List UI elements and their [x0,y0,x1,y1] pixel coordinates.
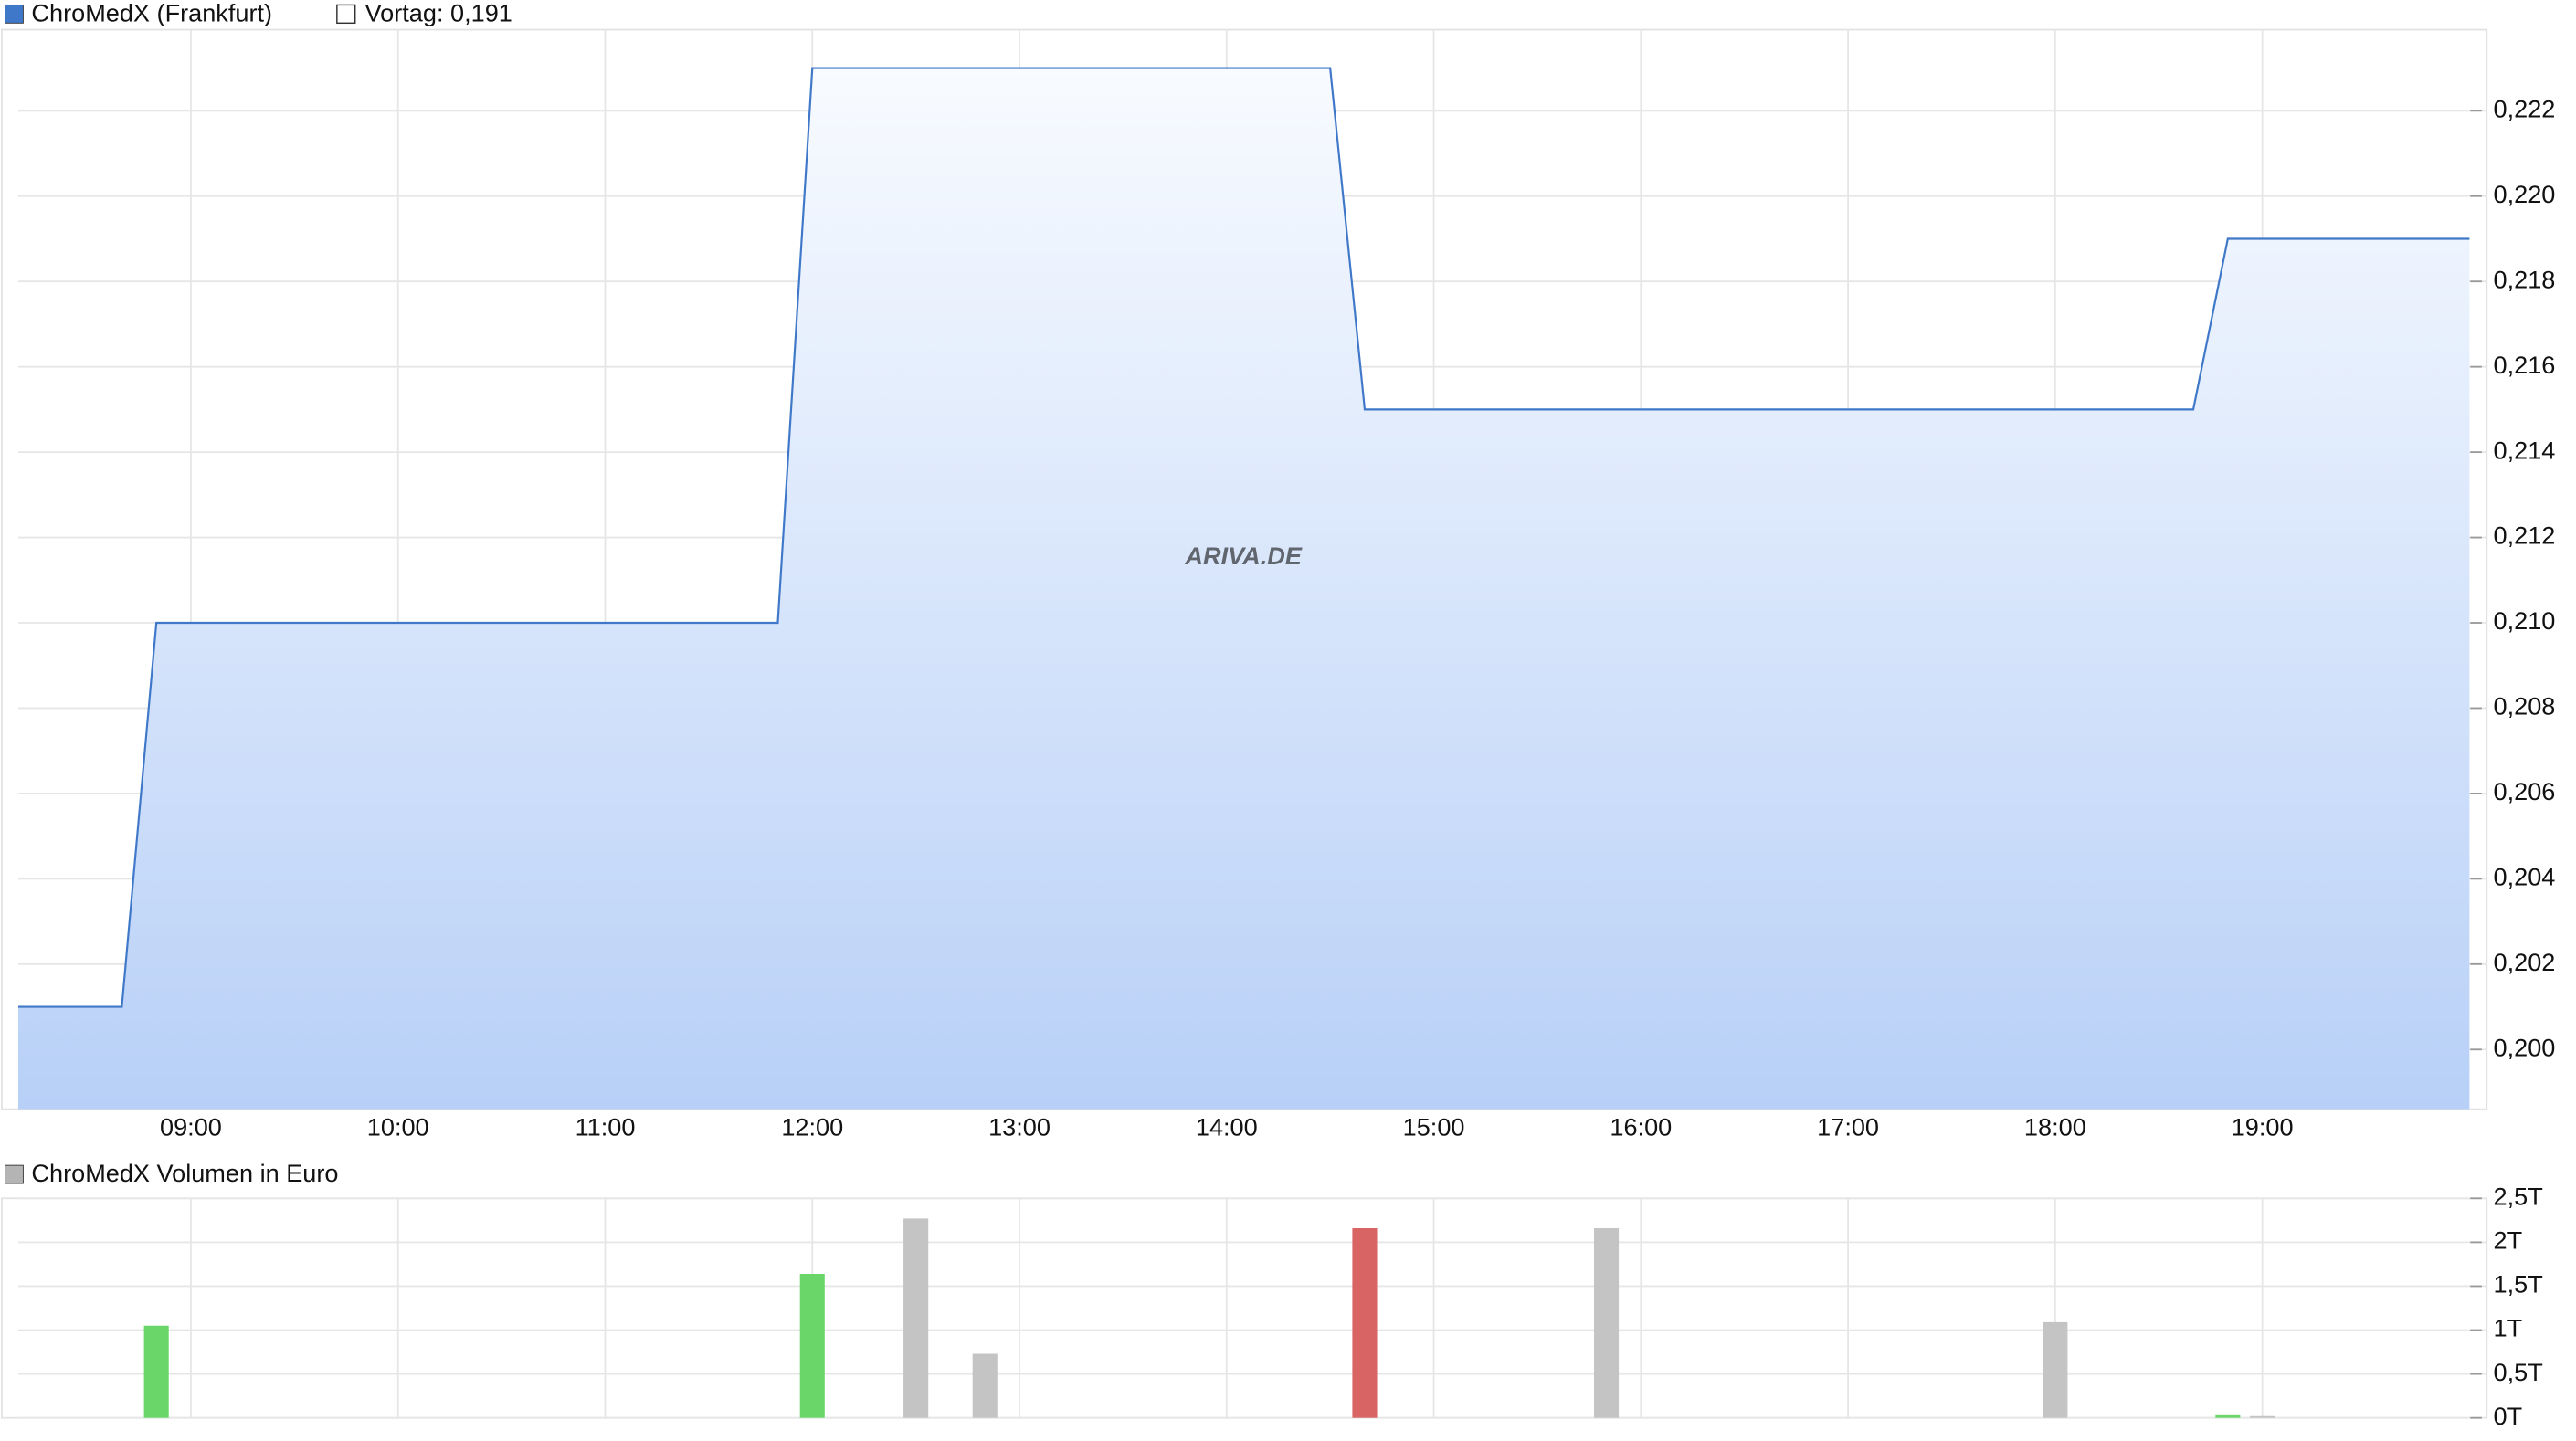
volume-bar [143,1325,169,1418]
x-tick-label: 11:00 [575,1113,636,1141]
y-tick-label: 0,220 [2494,180,2556,208]
price-line [17,67,2470,1008]
x-tick-label: 10:00 [367,1113,429,1141]
y-tick-label: 0,200 [2494,1033,2556,1061]
y-tick-label: 0,216 [2494,351,2556,379]
volume-bar [2250,1415,2275,1418]
x-tick-label: 18:00 [2024,1113,2086,1141]
x-tick-label: 12:00 [781,1113,843,1141]
volume-bar [972,1353,998,1418]
volume-panel [1,1197,2488,1419]
x-tick-label: 09:00 [160,1113,222,1141]
volume-bar [1352,1227,1378,1418]
volume-bar [799,1273,825,1418]
volume-bar [903,1218,929,1418]
y-tick-label: 0,5T [2494,1358,2543,1386]
legend-swatch [5,1164,24,1184]
y-tick-label: 0,210 [2494,606,2556,635]
volume-bar [2043,1321,2068,1418]
y-tick-label: 0T [2494,1402,2523,1430]
y-tick-label: 1,5T [2494,1270,2543,1299]
x-tick-label: 19:00 [2232,1113,2294,1141]
y-tick-label: 2,5T [2494,1182,2543,1210]
y-tick-label: 1T [2494,1314,2523,1342]
volume-bar [2215,1414,2241,1418]
y-tick-label: 0,214 [2494,436,2556,464]
legend-label: ChroMedX Volumen in Euro [31,1159,338,1187]
y-tick-label: 0,212 [2494,521,2556,550]
x-tick-label: 16:00 [1610,1113,1672,1141]
legend-swatch [5,4,24,24]
y-tick-label: 2T [2494,1226,2523,1255]
y-tick-label: 0,204 [2494,863,2556,891]
watermark: ARIVA.DE [1184,542,1302,570]
price-area [17,68,2470,1110]
reference-swatch [336,4,356,25]
x-tick-label: 15:00 [1403,1113,1465,1141]
x-tick-label: 17:00 [1817,1113,1879,1141]
y-tick-label: 0,208 [2494,692,2556,720]
legend-label: ChroMedX (Frankfurt) [31,0,272,26]
x-tick-label: 14:00 [1196,1113,1258,1141]
x-tick-label: 13:00 [988,1113,1050,1141]
y-tick-label: 0,206 [2494,777,2556,805]
y-tick-label: 0,218 [2494,265,2556,293]
volume-bar [1593,1227,1620,1418]
y-tick-label: 0,202 [2494,948,2556,976]
y-tick-label: 0,222 [2494,94,2556,122]
reference-label: Vortag: 0,191 [365,0,512,26]
